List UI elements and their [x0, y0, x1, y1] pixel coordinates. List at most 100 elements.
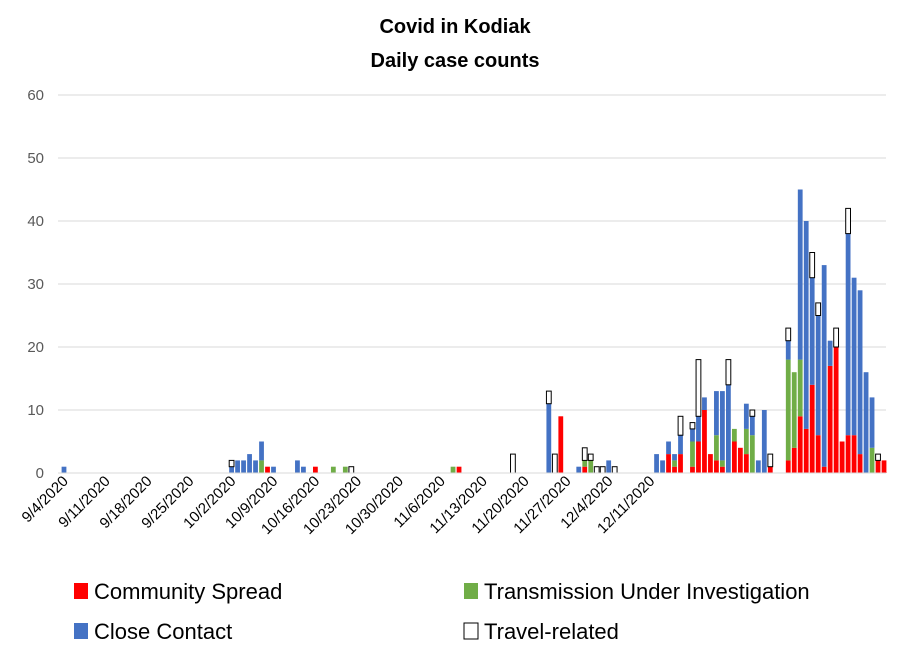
bar-close: [725, 384, 731, 473]
bar-close: [720, 391, 725, 461]
bar-close: [606, 460, 612, 473]
bar-close: [672, 454, 677, 461]
bar-close: [845, 233, 851, 436]
y-axis-ticks: 0 10 20 30 40 50 60: [27, 87, 44, 482]
bar-community: [839, 441, 845, 473]
bar-transmission: [672, 460, 677, 467]
bar-community: [737, 447, 743, 473]
y-tick-label: 0: [36, 465, 44, 482]
bar-travel: [611, 466, 618, 474]
bar-transmission: [342, 466, 348, 473]
bar-close: [743, 403, 749, 429]
bar-community: [672, 466, 677, 473]
bar-travel: [348, 466, 355, 474]
bar-community: [702, 410, 707, 473]
bar-close: [301, 466, 306, 473]
bar-travel: [587, 453, 594, 461]
bar-travel: [510, 453, 516, 474]
y-tick-label: 20: [27, 339, 44, 356]
bar-transmission: [869, 447, 875, 473]
bar-close: [755, 460, 761, 473]
bar-community: [791, 447, 797, 473]
bar-close: [690, 428, 695, 442]
bar-travel: [815, 302, 822, 316]
bar-travel: [599, 466, 606, 474]
bar-close: [259, 441, 264, 461]
bar-close: [61, 466, 67, 473]
bars: [61, 189, 887, 474]
bar-community: [558, 416, 564, 473]
bar-transmission: [714, 435, 719, 461]
bar-transmission: [791, 372, 797, 448]
bar-community: [708, 454, 713, 473]
bar-close: [851, 277, 857, 436]
bar-close: [229, 466, 234, 473]
bar-close: [295, 460, 300, 473]
bar-travel: [809, 252, 816, 279]
bar-community: [857, 454, 863, 473]
legend-swatch-community: [74, 583, 88, 599]
bar-close: [809, 277, 815, 385]
bar-close: [253, 460, 258, 473]
bar-close: [869, 397, 875, 448]
bar-community: [845, 435, 851, 473]
bar-close: [235, 460, 240, 473]
bar-travel: [228, 459, 235, 468]
bar-transmission: [588, 460, 594, 473]
bar-transmission: [330, 466, 336, 473]
bar-close: [678, 435, 683, 455]
bar-community: [785, 460, 791, 473]
bar-close: [654, 454, 659, 473]
legend-label-close: Close Contact: [94, 619, 232, 644]
legend-label-travel: Travel-related: [484, 619, 619, 644]
y-tick-label: 40: [27, 213, 44, 230]
legend-swatch-travel: [463, 622, 479, 640]
y-tick-label: 10: [27, 402, 44, 419]
bar-travel: [749, 409, 756, 417]
bar-community: [833, 347, 839, 473]
bar-close: [815, 315, 821, 436]
bar-transmission: [749, 435, 755, 473]
bar-travel: [551, 453, 558, 474]
bar-close: [797, 189, 803, 360]
bar-close: [714, 391, 719, 436]
bar-close: [749, 416, 755, 436]
bar-transmission: [731, 428, 737, 442]
bar-close: [803, 221, 809, 429]
bar-travel: [875, 453, 881, 461]
bar-close: [827, 340, 833, 366]
x-axis-ticks: 9/4/20209/11/20209/18/20209/25/202010/2/…: [19, 473, 659, 538]
bar-close: [785, 340, 791, 360]
bar-community: [456, 466, 462, 473]
bar-community: [690, 466, 695, 473]
bar-transmission: [797, 359, 803, 417]
bar-close: [576, 466, 582, 473]
bar-community: [582, 466, 588, 473]
bar-transmission: [582, 460, 588, 467]
bar-community: [809, 384, 815, 473]
bar-travel: [581, 447, 588, 461]
bar-community: [312, 466, 318, 473]
bar-close: [666, 441, 671, 455]
bar-travel: [545, 390, 552, 405]
bar-close: [863, 372, 869, 473]
bar-transmission: [743, 428, 749, 455]
bar-travel: [785, 327, 792, 342]
bar-community: [821, 466, 827, 473]
bar-close: [702, 397, 707, 410]
bar-close: [660, 460, 665, 473]
bar-travel: [725, 359, 732, 386]
bar-community: [265, 466, 270, 473]
bar-transmission: [785, 359, 791, 461]
gridlines: [58, 94, 886, 411]
bar-close: [247, 454, 252, 473]
legend-label-transmission: Transmission Under Investigation: [484, 579, 810, 604]
bar-close: [271, 466, 276, 473]
bar-travel: [845, 207, 851, 235]
bar-travel: [767, 453, 774, 468]
bar-transmission: [720, 460, 725, 467]
bar-community: [743, 454, 749, 473]
y-tick-label: 60: [27, 87, 44, 104]
bar-travel: [695, 359, 702, 417]
